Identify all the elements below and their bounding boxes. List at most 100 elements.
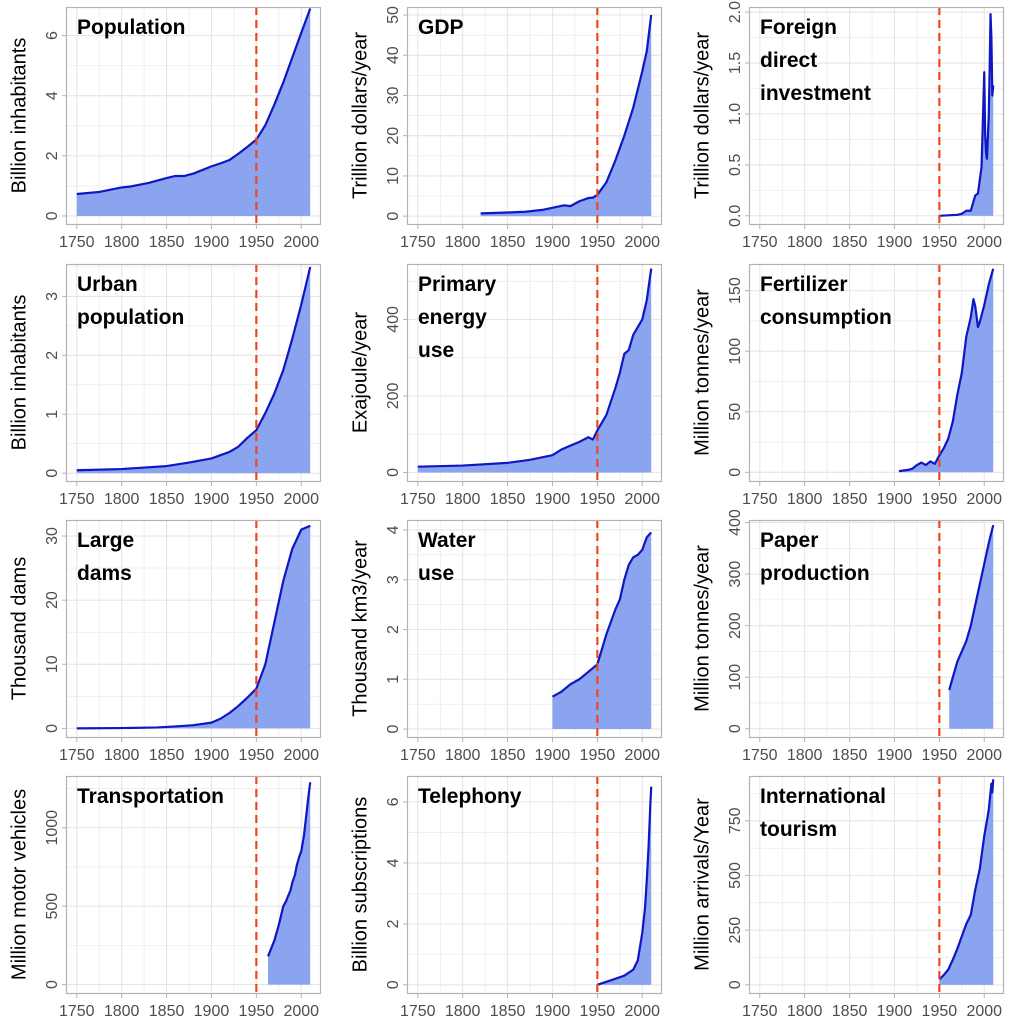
y-tick-label: 1: [44, 410, 61, 419]
y-tick-label: 4: [385, 525, 402, 534]
x-tick-label: 1950: [922, 747, 958, 764]
x-tick-label: 1800: [445, 491, 481, 508]
y-tick-label: 500: [727, 862, 744, 889]
x-tick-label: 1850: [832, 747, 868, 764]
y-tick-label: 200: [727, 612, 744, 639]
x-tick-label: 1950: [580, 234, 616, 251]
x-tick-label: 2000: [966, 747, 1002, 764]
chart-panel: 1750 1800 1850 1900 1950 2000 0 10 20 30 40 50 GDP Tr…: [350, 6, 663, 251]
y-tick-label: 6: [44, 31, 61, 40]
y-tick-label: 10: [44, 655, 61, 673]
chart-panel: 1750 1800 1850 1900 1950 2000 0 2 4 6 Population Bi…: [9, 6, 322, 251]
plot-area: 1750 1800 1850 1900 1950 2000 0 1 2 3 4: [385, 519, 663, 764]
y-tick-label: 300: [727, 561, 744, 588]
series-line: [938, 779, 995, 981]
x-tick-label: 1800: [445, 234, 481, 251]
panel-border: [406, 263, 663, 483]
x-tick-label: 2000: [283, 234, 319, 251]
y-tick-label: 0: [385, 724, 402, 733]
x-tick-label: 1750: [742, 1003, 778, 1020]
series-area: [417, 268, 652, 473]
x-tick-label: 2000: [966, 491, 1002, 508]
x-tick-label: 2000: [624, 1003, 660, 1020]
x-tick-label: 1750: [742, 491, 778, 508]
y-tick-label: 40: [385, 46, 402, 64]
plot-area: 1750 1800 1850 1900 1950 2000 0 200 400: [385, 263, 663, 508]
panel-border: [748, 519, 1005, 739]
x-tick-label: 1750: [400, 747, 436, 764]
panel-border: [406, 775, 663, 995]
panel-border: [748, 775, 1005, 995]
y-tick-label: 2: [44, 151, 61, 160]
y-tick-label: 2: [385, 919, 402, 928]
series-line: [417, 268, 653, 468]
y-tick-label: 100: [727, 664, 744, 691]
plot-area: 1750 1800 1850 1900 1950 2000 0 10 20 30 40 50: [385, 6, 663, 251]
series-area: [939, 14, 994, 216]
x-tick-label: 1950: [239, 234, 275, 251]
series-line: [266, 782, 312, 957]
y-tick-label: 100: [727, 338, 744, 365]
series-line: [551, 531, 653, 698]
x-tick-label: 1800: [445, 747, 481, 764]
y-tick-label: 0: [727, 468, 744, 477]
grid: [407, 776, 662, 994]
panel-border: [406, 6, 663, 226]
x-tick-label: 1850: [490, 1003, 526, 1020]
panel-border: [65, 519, 322, 739]
y-tick-label: 4: [385, 858, 402, 867]
panel-border: [65, 263, 322, 483]
x-tick-label: 1750: [400, 491, 436, 508]
x-tick-label: 1800: [104, 1003, 140, 1020]
x-tick-label: 1850: [832, 234, 868, 251]
x-tick-label: 1750: [59, 491, 95, 508]
y-tick-label: 0: [385, 212, 402, 221]
y-tick-label: 0: [385, 468, 402, 477]
series-area: [76, 8, 311, 216]
plot-area: 1750 1800 1850 1900 1950 2000 0 50 100 150: [727, 263, 1005, 508]
series-line: [898, 268, 995, 473]
y-tick-label: 1: [385, 675, 402, 684]
x-tick-label: 1750: [742, 234, 778, 251]
x-tick-label: 1750: [59, 1003, 95, 1020]
y-axis-label: Million motor vehicles: [8, 788, 31, 981]
y-axis-label: Thousand dams: [8, 556, 31, 701]
chart-panel: 1750 1800 1850 1900 1950 2000 0 250 500 750 Intern…: [692, 775, 1005, 1020]
y-tick-label: 4: [44, 91, 61, 100]
y-tick-label: 2.0: [727, 1, 744, 23]
y-tick-label: 3: [44, 292, 61, 301]
x-tick-label: 1850: [490, 747, 526, 764]
x-tick-label: 1800: [445, 1003, 481, 1020]
series-area: [268, 782, 311, 985]
x-tick-label: 1750: [59, 747, 95, 764]
y-tick-label: 20: [44, 591, 61, 609]
chart-panel: 1750 1800 1850 1900 1950 2000 0.0 0.5 1.0 1.5 2.0 F…: [692, 1, 1005, 251]
series-area: [939, 779, 994, 985]
panel-border: [65, 775, 322, 995]
y-tick-label: 150: [727, 277, 744, 304]
x-tick-label: 1950: [239, 491, 275, 508]
y-axis-label: Trillion dollars/year: [349, 31, 372, 200]
x-tick-label: 1800: [787, 747, 823, 764]
series-line: [596, 786, 653, 986]
y-tick-label: 10: [385, 167, 402, 185]
y-tick-label: 1.0: [727, 103, 744, 125]
y-tick-label: 1.5: [727, 52, 744, 74]
x-tick-label: 1900: [535, 1003, 571, 1020]
chart-panel: 1750 1800 1850 1900 1950 2000 0 100 200 300 400 Pap…: [692, 509, 1005, 764]
panel-border: [406, 519, 663, 739]
y-axis-label: Billion inhabitants: [8, 37, 31, 194]
y-axis-label: Exajoule/year: [349, 311, 372, 434]
x-tick-label: 2000: [283, 491, 319, 508]
x-tick-label: 1850: [149, 1003, 185, 1020]
y-tick-label: 3: [385, 575, 402, 584]
y-tick-label: 250: [727, 917, 744, 944]
x-tick-label: 1900: [194, 491, 230, 508]
y-tick-label: 1000: [44, 810, 61, 846]
x-tick-label: 1950: [922, 234, 958, 251]
y-tick-label: 0.0: [727, 205, 744, 227]
y-tick-label: 0: [44, 469, 61, 478]
x-tick-label: 1750: [400, 1003, 436, 1020]
y-tick-label: 6: [385, 797, 402, 806]
x-tick-label: 1900: [535, 747, 571, 764]
